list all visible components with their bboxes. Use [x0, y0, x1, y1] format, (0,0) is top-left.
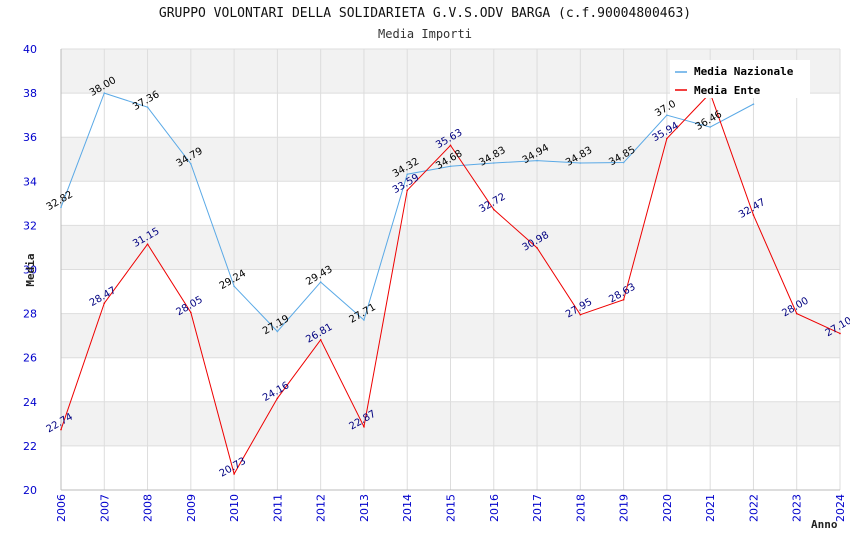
x-tick-label: 2013	[358, 494, 371, 522]
data-point-media-ente	[666, 137, 668, 140]
data-point-media-nazionale	[319, 281, 322, 283]
data-point-media-nazionale	[276, 330, 279, 333]
y-tick-label: 28	[23, 308, 37, 321]
data-point-media-ente	[363, 425, 365, 428]
chart-subtitle: Media Importi	[378, 27, 472, 41]
data-point-media-ente	[752, 214, 755, 216]
data-point-media-ente	[60, 428, 62, 431]
data-point-media-ente	[406, 189, 409, 192]
legend: Media Nazionale Media Ente	[670, 60, 810, 98]
data-point-media-ente	[536, 247, 538, 249]
x-tick-label: 2012	[315, 494, 328, 522]
y-tick-label: 30	[23, 264, 37, 277]
y-tick-label: 32	[23, 219, 37, 232]
data-point-media-nazionale	[492, 162, 495, 164]
y-tick-label: 40	[23, 43, 37, 56]
y-tick-label: 38	[23, 87, 37, 100]
x-tick-label: 2015	[445, 494, 458, 522]
x-tick-label: 2023	[791, 494, 804, 522]
data-point-media-ente	[146, 243, 149, 245]
legend-label-media-nazionale: Media Nazionale	[694, 65, 794, 78]
data-point-media-ente	[622, 298, 625, 301]
x-tick-label: 2018	[574, 494, 587, 522]
x-tick-label: 2020	[661, 494, 674, 522]
data-point-media-ente	[276, 397, 279, 400]
x-tick-label: 2021	[704, 494, 717, 522]
x-tick-label: 2008	[142, 494, 155, 522]
data-point-media-nazionale	[146, 106, 149, 109]
data-point-media-nazionale	[233, 285, 235, 288]
legend-label-media-ente: Media Ente	[694, 84, 761, 97]
x-tick-label: 2011	[271, 494, 284, 522]
data-point-media-ente	[103, 302, 106, 305]
x-tick-label: 2019	[618, 494, 631, 522]
y-axis-label: Media	[24, 253, 37, 286]
data-point-media-nazionale	[536, 159, 538, 162]
y-tick-label: 22	[23, 440, 37, 453]
grid-lines	[60, 48, 841, 491]
x-tick-label: 2010	[228, 494, 241, 522]
x-tick-label: 2006	[55, 494, 68, 522]
data-point-media-ente	[579, 313, 582, 316]
data-point-media-ente	[795, 312, 798, 315]
y-tick-label: 24	[23, 396, 37, 409]
data-point-media-nazionale	[103, 92, 106, 94]
y-tick-label: 20	[23, 484, 37, 497]
data-point-media-ente	[319, 339, 322, 341]
data-point-media-nazionale	[190, 163, 192, 165]
data-point-media-ente	[492, 208, 495, 211]
data-point-media-ente	[839, 332, 841, 335]
x-tick-label: 2014	[401, 494, 414, 522]
x-tick-label: 2007	[98, 494, 111, 522]
x-axis-label: Anno	[811, 518, 838, 531]
y-tick-label: 26	[23, 352, 37, 365]
data-point-media-ente	[449, 144, 452, 147]
y-tick-label: 34	[23, 175, 37, 188]
x-axis-ticks: 2006 2007 2008 2009 2010 2011 2012 2013 2014 2015…	[55, 494, 847, 522]
x-tick-label: 2017	[531, 494, 544, 522]
data-point-media-nazionale	[60, 206, 62, 209]
legend-box	[670, 60, 810, 98]
x-tick-label: 2016	[488, 494, 501, 522]
data-point-media-nazionale	[752, 103, 755, 105]
y-tick-label: 36	[23, 131, 37, 144]
data-point-media-nazionale	[579, 162, 582, 164]
data-point-media-ente	[233, 473, 235, 475]
x-tick-label: 2024	[834, 494, 847, 522]
chart-title: GRUPPO VOLONTARI DELLA SOLIDARIETA G.V.S…	[158, 6, 692, 21]
x-tick-label: 2022	[747, 494, 760, 522]
x-tick-label: 2009	[185, 494, 198, 522]
data-point-media-nazionale	[363, 319, 365, 321]
data-point-media-nazionale	[666, 114, 668, 116]
data-point-media-nazionale	[406, 173, 409, 176]
data-point-media-nazionale	[449, 165, 452, 168]
y-axis-ticks: 20 22 24 26 28 30 32 34 36 38 40	[23, 43, 37, 497]
data-point-media-ente	[190, 311, 192, 314]
data-point-media-nazionale	[709, 126, 711, 128]
data-point-media-nazionale	[622, 161, 625, 164]
